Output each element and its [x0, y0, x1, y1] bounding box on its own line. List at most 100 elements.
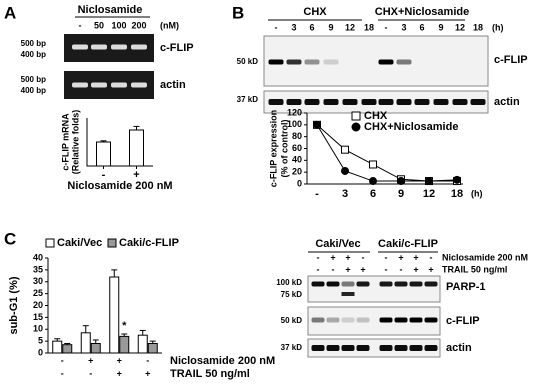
band	[304, 59, 320, 65]
band-label: c-FLIP	[446, 315, 480, 327]
band	[379, 345, 393, 351]
y-tick-label: 10	[33, 324, 43, 334]
legend-label: CHX+Niclosamide	[364, 121, 458, 133]
y-tick-label: 0	[38, 347, 43, 357]
y-tick-label: 120	[287, 107, 302, 117]
panel-letter: A	[4, 3, 16, 22]
y-tick-label: 0	[297, 178, 302, 188]
y-tick-label: 5	[38, 336, 43, 346]
y-tick-label: 100	[287, 119, 302, 129]
marker-label: 50 kD	[237, 57, 259, 66]
band	[452, 99, 468, 105]
band	[470, 99, 486, 105]
bar	[147, 343, 158, 354]
band	[433, 99, 449, 105]
y-axis-label: (Relative folds)	[70, 110, 80, 175]
x-axis-label: Niclosamide 200 nM	[67, 180, 172, 192]
y-tick-label: 30	[33, 276, 43, 286]
legend-marker	[351, 122, 361, 132]
y-axis-label: sub-G1 (%)	[8, 276, 20, 334]
lane-label: -	[79, 20, 82, 30]
band	[323, 99, 339, 105]
band	[341, 292, 355, 296]
marker	[425, 177, 433, 186]
lane-label: -	[275, 22, 278, 32]
band	[72, 44, 88, 50]
x-unit: (h)	[471, 188, 483, 198]
y-tick-label: 25	[33, 288, 43, 298]
condition-sign: +	[117, 368, 122, 378]
band	[131, 44, 147, 50]
unit-label: (nM)	[160, 20, 179, 30]
legend-label: Caki/Vec	[57, 237, 102, 249]
ladder-label: 500 bp	[21, 75, 46, 84]
y-tick-label: 35	[33, 264, 43, 274]
line	[316, 124, 457, 182]
y-axis-label: c-FLIP expression	[268, 110, 278, 187]
condition-sign: -	[61, 355, 64, 365]
condition-sign: +	[398, 252, 403, 262]
x-tick-label: 12	[423, 188, 435, 200]
band	[356, 317, 370, 323]
marker	[341, 166, 349, 175]
bar	[96, 141, 111, 167]
marker	[341, 145, 349, 154]
band	[409, 345, 423, 351]
x-tick-label: 9	[398, 188, 404, 200]
band-label: actin	[446, 342, 472, 354]
condition-sign: -	[61, 368, 64, 378]
condition-sign: +	[145, 368, 150, 378]
ladder-label: 500 bp	[21, 39, 46, 48]
condition-sign: +	[428, 264, 433, 274]
unit-label: (h)	[492, 22, 504, 32]
condition-sign: -	[362, 252, 365, 262]
band	[379, 281, 393, 287]
y-tick-label: 40	[33, 252, 43, 262]
band	[361, 99, 377, 105]
condition-sign: +	[88, 355, 93, 365]
band	[424, 317, 438, 323]
band-label: c-FLIP	[160, 42, 194, 54]
condition-sign: -	[332, 264, 335, 274]
panel-letter: C	[4, 229, 16, 248]
band	[91, 82, 107, 88]
lane-label: 100	[111, 20, 126, 30]
y-tick-label: 15	[33, 312, 43, 322]
marker-label: 37 kD	[237, 95, 259, 104]
bar	[119, 335, 130, 354]
legend-label: Caki/c-FLIP	[119, 237, 179, 249]
marker	[453, 175, 461, 184]
condition-sign: +	[345, 264, 350, 274]
band	[424, 281, 438, 287]
condition-label: TRAIL 50 ng/ml	[170, 368, 250, 380]
blot	[307, 338, 441, 358]
y-tick-label: 80	[292, 131, 302, 141]
band	[424, 345, 438, 351]
condition-sign: +	[413, 264, 418, 274]
group-label: CHX	[303, 6, 327, 18]
band	[311, 345, 325, 351]
treatment-label: Niclosamide	[78, 4, 143, 16]
band	[356, 281, 370, 287]
marker	[369, 160, 377, 169]
band	[341, 345, 355, 351]
bar	[62, 344, 73, 354]
band	[341, 317, 355, 323]
bar	[137, 334, 148, 354]
band	[326, 317, 340, 323]
band-label: actin	[160, 79, 186, 91]
lane-label: 12	[455, 22, 465, 32]
legend-marker	[45, 238, 55, 248]
band	[409, 281, 423, 287]
band	[111, 82, 127, 88]
band	[286, 99, 302, 105]
bar	[80, 332, 91, 354]
band	[323, 59, 339, 65]
condition-label: TRAIL 50 ng/ml	[442, 264, 507, 274]
band	[91, 44, 107, 50]
marker	[313, 120, 321, 129]
lane-label: 3	[401, 22, 406, 32]
ladder-label: 400 bp	[21, 86, 46, 95]
band	[72, 82, 88, 88]
